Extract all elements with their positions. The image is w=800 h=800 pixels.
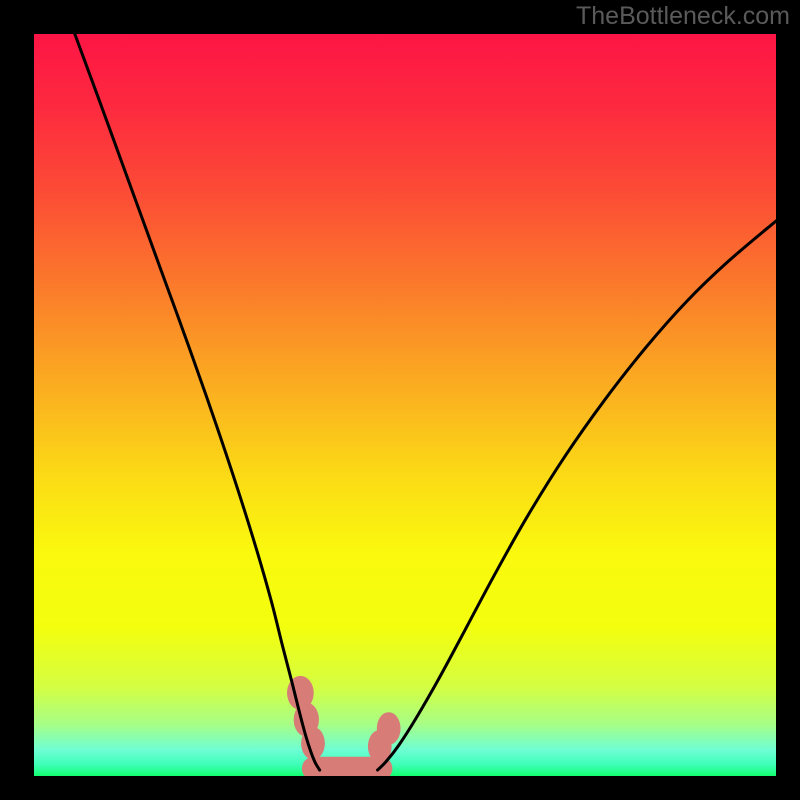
- bottleneck-curve-chart: [0, 0, 800, 800]
- gradient-plot-area: [34, 34, 776, 776]
- watermark-text: TheBottleneck.com: [576, 2, 790, 31]
- chart-stage: TheBottleneck.com: [0, 0, 800, 800]
